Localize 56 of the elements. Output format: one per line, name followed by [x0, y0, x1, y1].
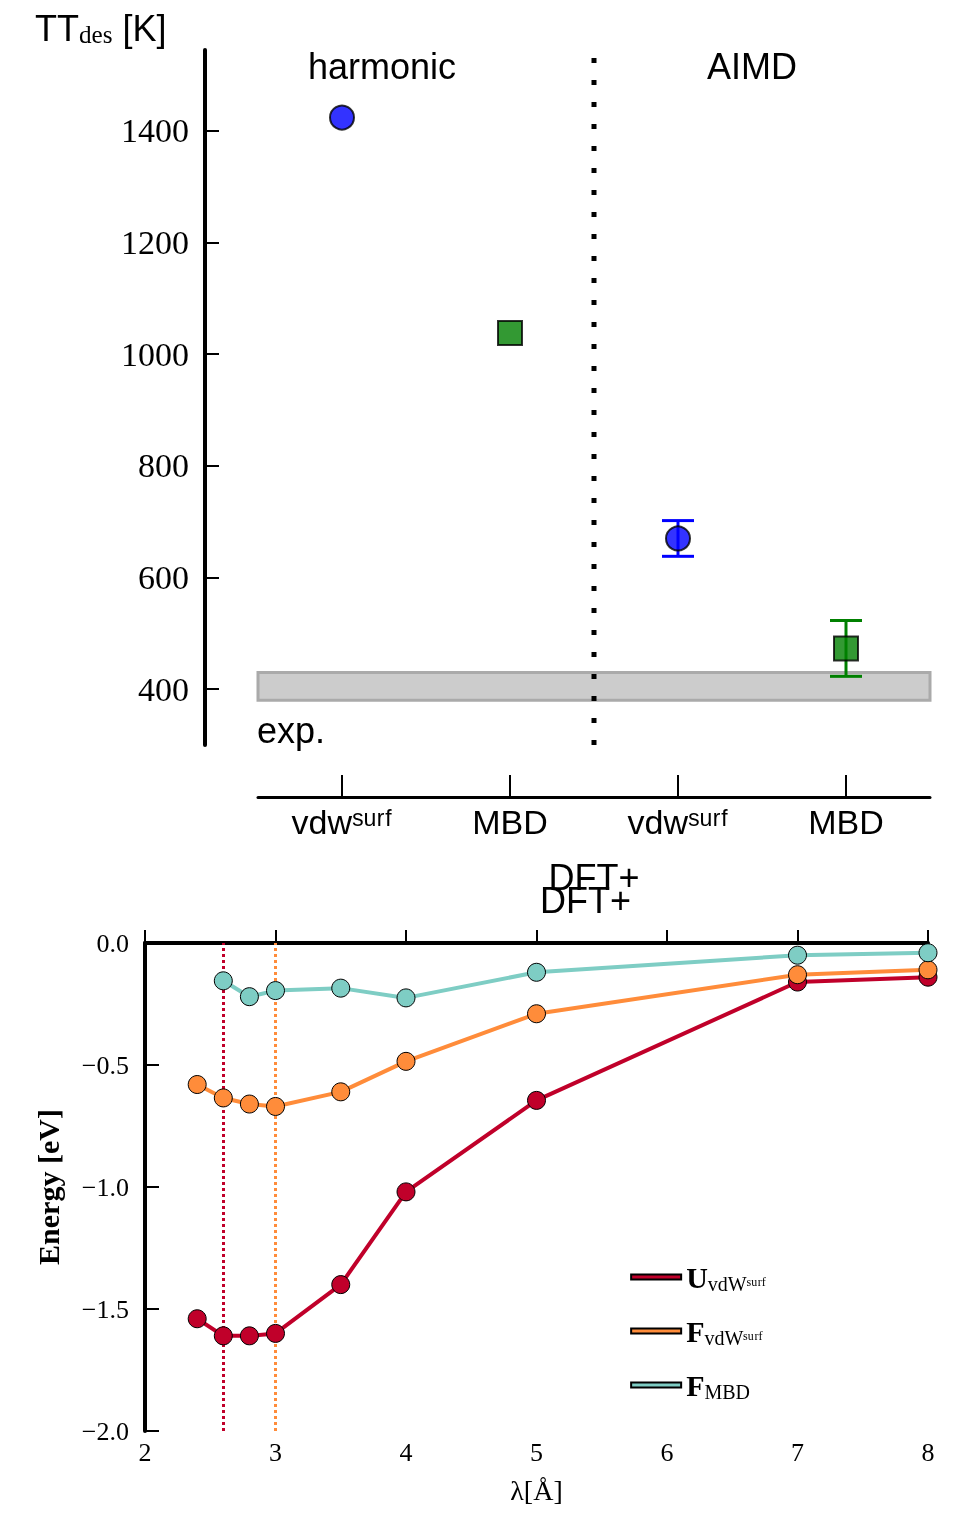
point	[213, 971, 233, 991]
y-tick-label: 600	[138, 559, 189, 597]
y-tick-label: −1.5	[81, 1294, 129, 1324]
y-axis-title: TTdes [K]	[35, 7, 167, 49]
point	[497, 320, 523, 347]
point	[665, 525, 691, 552]
point	[788, 965, 807, 985]
point	[396, 988, 416, 1008]
point	[239, 987, 259, 1007]
point	[527, 1090, 546, 1110]
point	[396, 1182, 416, 1202]
y-tick-label: −1.0	[81, 1172, 129, 1202]
x-tick-label: 8	[921, 1437, 935, 1467]
point	[187, 1309, 207, 1329]
point	[331, 1275, 351, 1295]
y-axis-title: Energy [eV]	[31, 1109, 65, 1265]
y-tick-label: 400	[138, 670, 189, 708]
point	[396, 1051, 416, 1071]
point	[527, 1004, 546, 1024]
x-tick-label: 3	[269, 1437, 282, 1467]
x-tick-label: 5	[530, 1437, 543, 1467]
x-tick-label: 4	[399, 1437, 413, 1467]
x-tick-label: vdwˢᵘʳᶠ	[291, 803, 393, 841]
x-tick-label: vdwˢᵘʳᶠ	[627, 803, 729, 841]
x-tick-label: 2	[138, 1437, 152, 1467]
point	[788, 945, 807, 965]
annotation: exp.	[257, 709, 326, 751]
x-tick-label: MBD	[472, 803, 548, 841]
y-tick-label: 800	[138, 447, 189, 485]
x-tick-label: 6	[660, 1437, 674, 1467]
point	[329, 104, 355, 131]
annotation: harmonic	[308, 45, 457, 87]
point	[331, 978, 351, 998]
point	[331, 1082, 351, 1102]
point	[266, 1096, 285, 1116]
x-tick-label: 7	[791, 1437, 804, 1467]
point	[239, 1094, 259, 1114]
point	[918, 943, 938, 963]
x-tick-label: MBD	[808, 803, 884, 841]
point	[239, 1326, 259, 1346]
y-tick-label: 1400	[121, 112, 189, 150]
y-tick-label: 0.0	[96, 928, 129, 958]
point	[187, 1075, 207, 1095]
x-axis-title: λ[Å]	[510, 1474, 563, 1506]
point	[213, 1326, 233, 1346]
point	[213, 1088, 233, 1108]
point	[527, 962, 546, 982]
annotation: AIMD	[707, 45, 797, 87]
point	[266, 981, 285, 1001]
y-tick-label: −0.5	[81, 1050, 129, 1080]
y-tick-label: 1000	[121, 335, 189, 373]
point	[833, 635, 859, 662]
y-tick-label: 1200	[121, 224, 189, 262]
y-tick-label: −2.0	[81, 1416, 129, 1446]
point	[266, 1323, 285, 1343]
point	[918, 960, 938, 980]
